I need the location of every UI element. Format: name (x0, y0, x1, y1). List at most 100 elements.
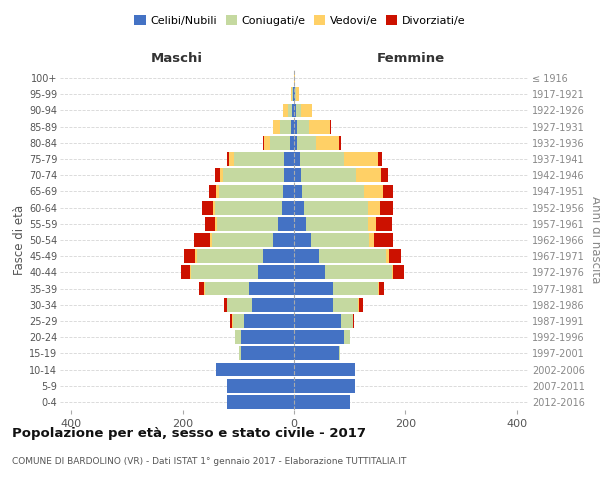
Bar (296, 88, 299, 101)
Bar (344, 330, 350, 344)
Bar (284, 152, 294, 166)
Bar (280, 120, 291, 134)
Bar (263, 136, 265, 149)
Legend: Celibi/Nubili, Coniugati/e, Vedovi/e, Divorziati/e: Celibi/Nubili, Coniugati/e, Vedovi/e, Di… (130, 10, 470, 30)
Bar (379, 282, 384, 296)
Bar (311, 233, 369, 247)
Bar (233, 314, 244, 328)
Bar (284, 168, 294, 182)
Bar (191, 266, 258, 280)
Bar (295, 88, 296, 101)
Bar (224, 298, 227, 312)
Bar (380, 200, 392, 214)
Bar (374, 233, 393, 247)
Bar (294, 395, 350, 409)
Bar (393, 266, 404, 280)
Bar (359, 298, 363, 312)
Text: COMUNE DI BARDOLINO (VR) - Dati ISTAT 1° gennaio 2017 - Elaborazione TUTTITALIA.: COMUNE DI BARDOLINO (VR) - Dati ISTAT 1°… (12, 458, 406, 466)
Bar (216, 362, 294, 376)
Bar (196, 250, 197, 263)
Bar (294, 217, 306, 230)
Text: Popolazione per età, sesso e stato civile - 2017: Popolazione per età, sesso e stato civil… (12, 428, 366, 440)
Bar (229, 152, 234, 166)
Bar (194, 233, 211, 247)
Bar (288, 104, 292, 118)
Bar (235, 330, 241, 344)
Bar (263, 250, 294, 263)
Bar (353, 314, 354, 328)
Bar (325, 266, 392, 280)
Bar (301, 104, 313, 118)
Bar (239, 346, 241, 360)
Bar (223, 168, 284, 182)
Bar (227, 298, 252, 312)
Bar (304, 200, 368, 214)
Bar (338, 346, 340, 360)
Bar (215, 168, 220, 182)
Bar (205, 217, 215, 230)
Bar (294, 379, 355, 392)
Bar (297, 120, 309, 134)
Bar (283, 104, 288, 118)
Bar (294, 168, 301, 182)
Bar (377, 282, 379, 296)
Bar (294, 266, 325, 280)
Bar (294, 298, 333, 312)
Bar (209, 184, 216, 198)
Bar (382, 168, 388, 182)
Bar (292, 88, 293, 101)
Bar (270, 136, 290, 149)
Bar (283, 184, 294, 198)
Bar (294, 362, 355, 376)
Bar (294, 136, 297, 149)
Bar (294, 200, 304, 214)
Bar (333, 282, 377, 296)
Bar (302, 184, 364, 198)
Bar (252, 298, 294, 312)
Bar (244, 314, 294, 328)
Y-axis label: Fasce di età: Fasce di età (13, 205, 26, 275)
Bar (294, 330, 344, 344)
Bar (215, 217, 217, 230)
Bar (212, 233, 273, 247)
Bar (316, 136, 338, 149)
Bar (386, 250, 389, 263)
Bar (292, 104, 294, 118)
Bar (241, 346, 294, 360)
Bar (333, 298, 358, 312)
Y-axis label: Anni di nascita: Anni di nascita (589, 196, 600, 284)
Bar (309, 120, 330, 134)
Bar (220, 168, 223, 182)
Bar (294, 120, 297, 134)
Bar (274, 120, 280, 134)
Bar (294, 346, 338, 360)
Bar (181, 266, 190, 280)
Bar (282, 200, 294, 214)
Bar (291, 120, 294, 134)
Bar (383, 184, 393, 198)
Bar (211, 233, 212, 247)
Bar (330, 120, 331, 134)
Bar (306, 217, 368, 230)
Bar (216, 184, 219, 198)
Bar (301, 168, 356, 182)
Bar (250, 282, 294, 296)
Bar (196, 250, 263, 263)
Bar (294, 104, 296, 118)
Bar (290, 136, 294, 149)
Bar (389, 250, 401, 263)
Bar (227, 379, 294, 392)
Bar (227, 395, 294, 409)
Bar (278, 217, 294, 230)
Bar (273, 233, 294, 247)
Bar (294, 314, 341, 328)
Bar (376, 217, 392, 230)
Bar (294, 152, 299, 166)
Bar (184, 250, 196, 263)
Bar (217, 217, 278, 230)
Bar (338, 136, 341, 149)
Bar (199, 282, 204, 296)
Bar (299, 152, 344, 166)
Bar (294, 250, 319, 263)
Bar (190, 266, 191, 280)
